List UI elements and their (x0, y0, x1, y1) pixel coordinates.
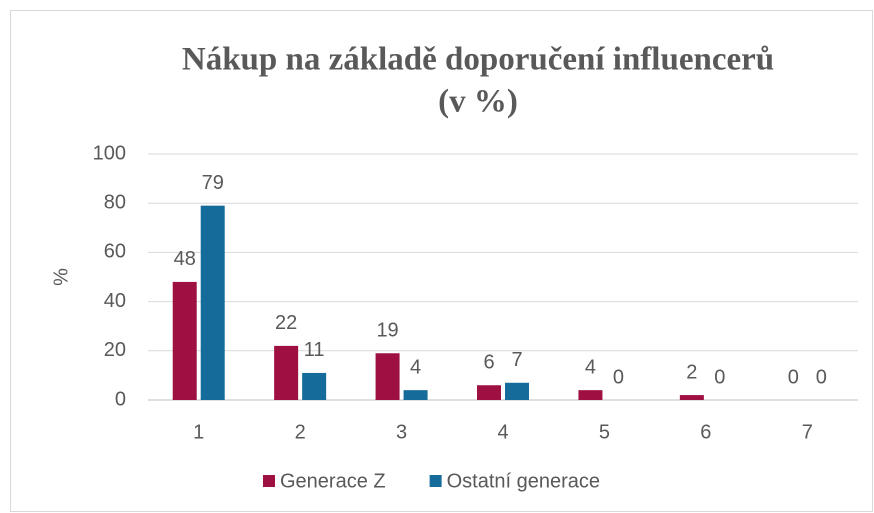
chart-title: Nákup na základě doporučení influencerů (182, 42, 774, 78)
x-tick-label: 6 (700, 421, 711, 443)
data-label: 79 (202, 172, 224, 194)
legend-swatch (263, 475, 275, 487)
legend-label: Generace Z (280, 470, 386, 492)
bar (505, 382, 529, 400)
bar (375, 353, 400, 400)
data-label: 0 (714, 366, 725, 388)
bar (302, 372, 327, 400)
x-tick-label: 7 (802, 421, 813, 443)
data-label: 0 (816, 366, 827, 388)
bar (274, 345, 299, 400)
data-label: 4 (585, 356, 596, 378)
chart-frame (10, 10, 873, 512)
bar (403, 390, 428, 400)
y-tick-label: 20 (104, 339, 126, 361)
data-label: 4 (410, 356, 421, 378)
bar (172, 281, 197, 400)
y-tick-label: 100 (93, 142, 126, 164)
chart-title: (v %) (438, 84, 518, 120)
data-label: 48 (174, 248, 196, 270)
x-tick-label: 5 (599, 421, 610, 443)
bar (578, 390, 603, 400)
data-label: 6 (483, 352, 494, 374)
x-tick-label: 4 (497, 421, 508, 443)
y-tick-label: 0 (115, 388, 126, 410)
y-axis-label: % (50, 268, 72, 286)
x-tick-label: 3 (396, 421, 407, 443)
bar (679, 395, 704, 400)
data-label: 19 (376, 320, 398, 342)
bar (200, 205, 225, 400)
y-tick-label: 60 (104, 241, 126, 263)
y-tick-label: 40 (104, 290, 126, 312)
legend-label: Ostatní generace (447, 470, 600, 492)
x-tick-label: 2 (295, 421, 306, 443)
x-tick-label: 1 (193, 421, 204, 443)
y-tick-label: 80 (104, 191, 126, 213)
data-label: 0 (788, 366, 799, 388)
data-label: 0 (613, 366, 624, 388)
legend-swatch (429, 475, 442, 487)
bar (477, 385, 501, 400)
data-label: 22 (275, 312, 297, 334)
data-label: 2 (686, 361, 697, 383)
data-label: 7 (511, 349, 522, 371)
data-label: 11 (304, 339, 325, 361)
